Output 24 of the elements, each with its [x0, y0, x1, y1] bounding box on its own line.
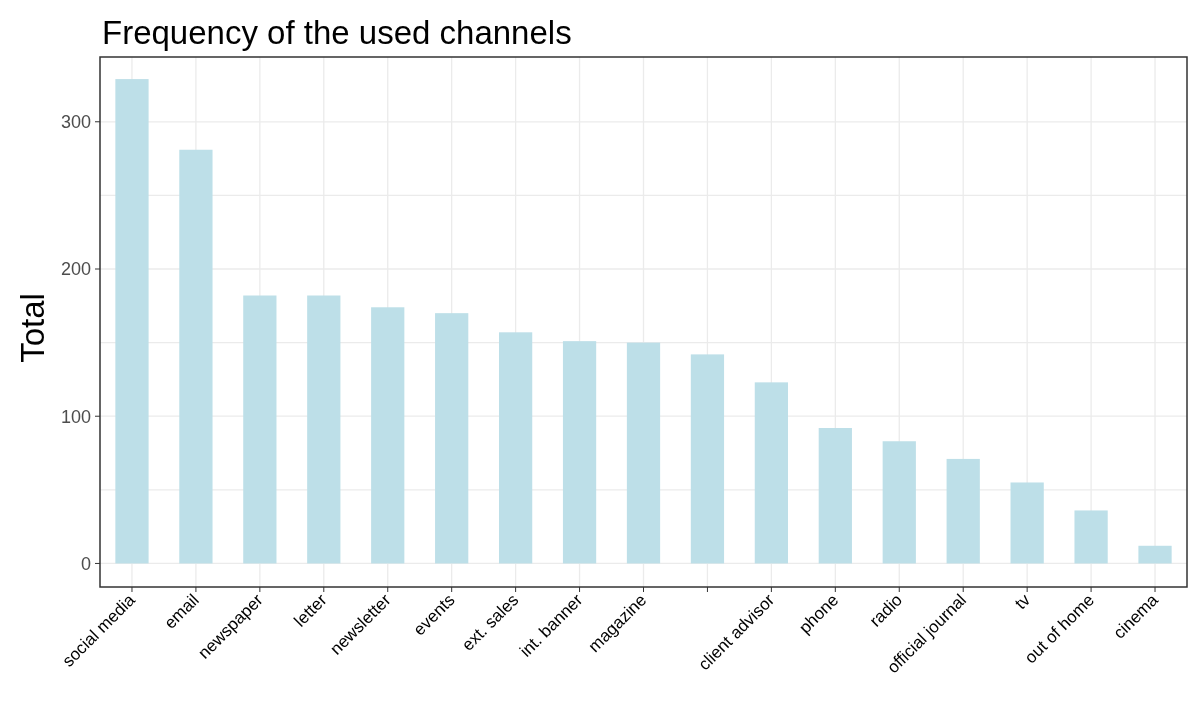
bar: [818, 428, 852, 564]
bar: [626, 342, 661, 564]
bar: [946, 458, 980, 564]
bar: [1074, 510, 1108, 564]
bar: [115, 79, 149, 564]
bar: [754, 382, 789, 564]
bar: [498, 332, 533, 564]
x-tick-label: tv: [1011, 590, 1035, 614]
bar: [1138, 545, 1172, 564]
y-tick-label: 100: [60, 406, 91, 427]
bar: [243, 295, 277, 564]
chart-title: Frequency of the used channels: [102, 14, 572, 51]
y-axis-title: Total: [14, 293, 51, 363]
y-tick-label: 200: [60, 259, 91, 280]
bar: [307, 295, 341, 564]
bar: [371, 307, 405, 564]
bar: [1010, 482, 1044, 564]
bar: [562, 341, 597, 564]
y-tick-label: 0: [80, 553, 91, 574]
bar: [882, 441, 916, 564]
y-tick-label: 300: [60, 112, 91, 133]
bar: [690, 354, 725, 564]
bar: [435, 313, 469, 564]
bar: [179, 149, 213, 564]
